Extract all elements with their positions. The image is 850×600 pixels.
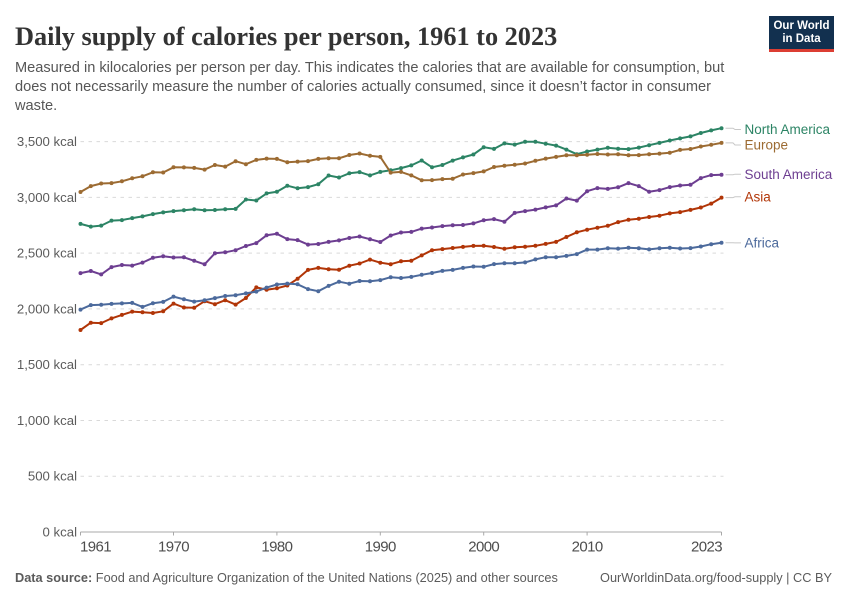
svg-text:500 kcal: 500 kcal	[28, 469, 77, 484]
svg-text:1990: 1990	[365, 538, 396, 555]
svg-text:1980: 1980	[261, 538, 292, 555]
svg-text:3,000 kcal: 3,000 kcal	[17, 190, 77, 205]
svg-text:1970: 1970	[158, 538, 189, 555]
svg-text:2000: 2000	[468, 538, 499, 555]
svg-text:2,500 kcal: 2,500 kcal	[17, 246, 77, 261]
svg-text:1,000 kcal: 1,000 kcal	[17, 413, 77, 428]
svg-text:3,500 kcal: 3,500 kcal	[17, 134, 77, 149]
svg-text:1961: 1961	[80, 538, 111, 555]
svg-text:Europe: Europe	[745, 138, 789, 153]
svg-text:Africa: Africa	[745, 236, 780, 251]
svg-text:1,500 kcal: 1,500 kcal	[17, 357, 77, 372]
svg-text:2010: 2010	[572, 538, 603, 555]
svg-text:Asia: Asia	[745, 189, 772, 204]
svg-text:2023: 2023	[691, 538, 722, 555]
svg-text:South America: South America	[745, 167, 833, 182]
svg-text:2,000 kcal: 2,000 kcal	[17, 301, 77, 316]
svg-text:North America: North America	[745, 122, 831, 137]
svg-text:0 kcal: 0 kcal	[43, 525, 78, 540]
